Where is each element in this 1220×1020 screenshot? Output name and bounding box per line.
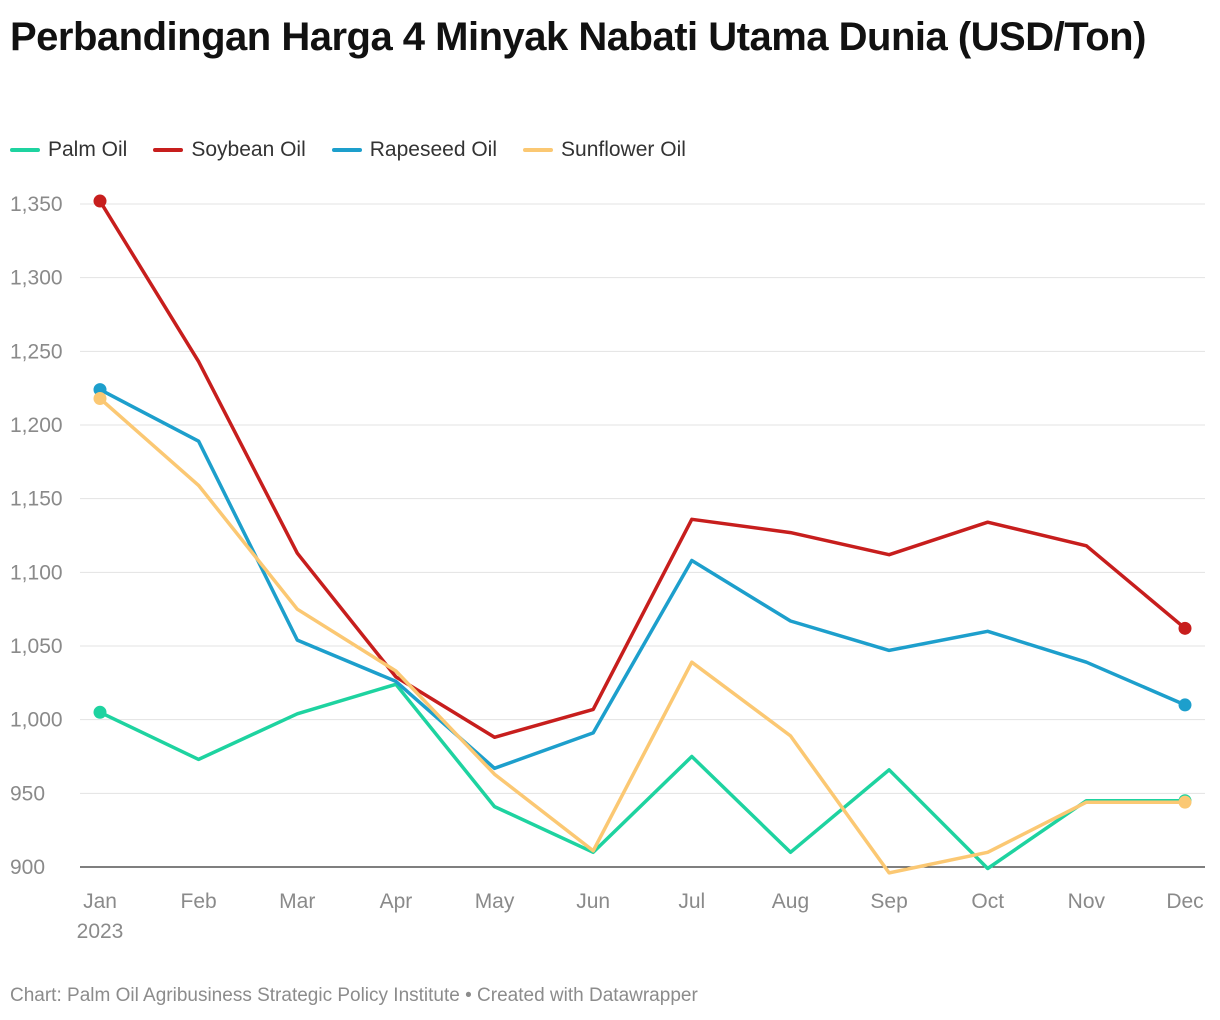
legend-swatch-sunflower-oil: [523, 148, 554, 152]
y-tick-label: 1,200: [10, 414, 63, 437]
endpoint-marker-rapeseed-oil: [1178, 698, 1192, 712]
series-line-sunflower-oil: [98, 396, 1187, 875]
x-tick-label: Jun: [576, 890, 610, 913]
chart-title: Perbandingan Harga 4 Minyak Nabati Utama…: [10, 15, 1146, 59]
legend-label-rapeseed-oil: Rapeseed Oil: [369, 138, 498, 161]
x-tick-label: Aug: [772, 890, 809, 913]
x-tick-label: Oct: [971, 890, 1004, 913]
series-layer: [93, 194, 1192, 875]
x-tick-label: Apr: [380, 890, 413, 913]
endpoint-marker-sunflower-oil: [93, 391, 107, 405]
x-tick-year-label: 2023: [77, 920, 124, 943]
line-chart: 900 950 1,000 1,050 1,100 1,150 1,200 1,250 1,30…: [10, 193, 1205, 943]
x-axis-ticks: Jan Feb Mar Apr May Jun Jul Aug Sep Oct Nov Dec 2023: [77, 890, 1204, 943]
legend-swatch-rapeseed-oil: [331, 148, 362, 152]
y-tick-label: 1,150: [10, 488, 63, 511]
x-tick-label: Sep: [870, 890, 907, 913]
x-tick-label: Feb: [181, 890, 217, 913]
y-tick-label: 1,100: [10, 561, 63, 584]
legend-item-soybean-oil: Soybean Oil: [153, 138, 306, 162]
legend-swatch-soybean-oil: [153, 148, 184, 152]
x-tick-label: Jul: [678, 890, 705, 913]
y-tick-label: 1,000: [10, 709, 63, 732]
legend-swatch-palm-oil: [10, 148, 40, 152]
series-line-palm-oil: [98, 682, 1187, 871]
x-tick-label: May: [475, 890, 515, 913]
y-tick-label: 900: [10, 856, 45, 879]
x-tick-label: Jan: [83, 890, 117, 913]
series-sunflower-oil: [93, 391, 1192, 875]
y-tick-label: 1,350: [10, 193, 63, 216]
y-tick-label: 950: [10, 782, 45, 805]
series-rapeseed-oil: [93, 383, 1192, 771]
legend-item-rapeseed-oil: Rapeseed Oil: [331, 138, 498, 162]
series-soybean-oil: [93, 194, 1192, 740]
y-tick-label: 1,250: [10, 340, 63, 363]
endpoint-marker-soybean-oil: [93, 194, 107, 208]
legend-item-palm-oil: Palm Oil: [10, 138, 127, 162]
legend-label-soybean-oil: Soybean Oil: [191, 138, 306, 161]
series-palm-oil: [93, 682, 1192, 871]
x-tick-label: Nov: [1068, 890, 1106, 913]
chart-source-footer: Chart: Palm Oil Agribusiness Strategic P…: [10, 985, 698, 1006]
x-tick-label: Dec: [1166, 890, 1203, 913]
endpoint-marker-palm-oil: [93, 705, 107, 719]
chart-legend: Palm Oil Soybean Oil Rapeseed Oil Sunflo…: [10, 136, 686, 164]
series-line-rapeseed-oil: [98, 387, 1187, 771]
legend-item-sunflower-oil: Sunflower Oil: [523, 138, 686, 162]
series-line-soybean-oil: [98, 199, 1187, 740]
legend-label-sunflower-oil: Sunflower Oil: [561, 138, 686, 161]
endpoint-marker-sunflower-oil: [1178, 795, 1192, 809]
endpoint-marker-soybean-oil: [1178, 621, 1192, 635]
y-tick-label: 1,050: [10, 635, 63, 658]
legend-label-palm-oil: Palm Oil: [48, 138, 128, 161]
y-axis-ticks: 900 950 1,000 1,050 1,100 1,150 1,200 1,250 1,30…: [10, 193, 63, 879]
x-tick-label: Mar: [279, 890, 315, 913]
y-tick-label: 1,300: [10, 267, 63, 290]
